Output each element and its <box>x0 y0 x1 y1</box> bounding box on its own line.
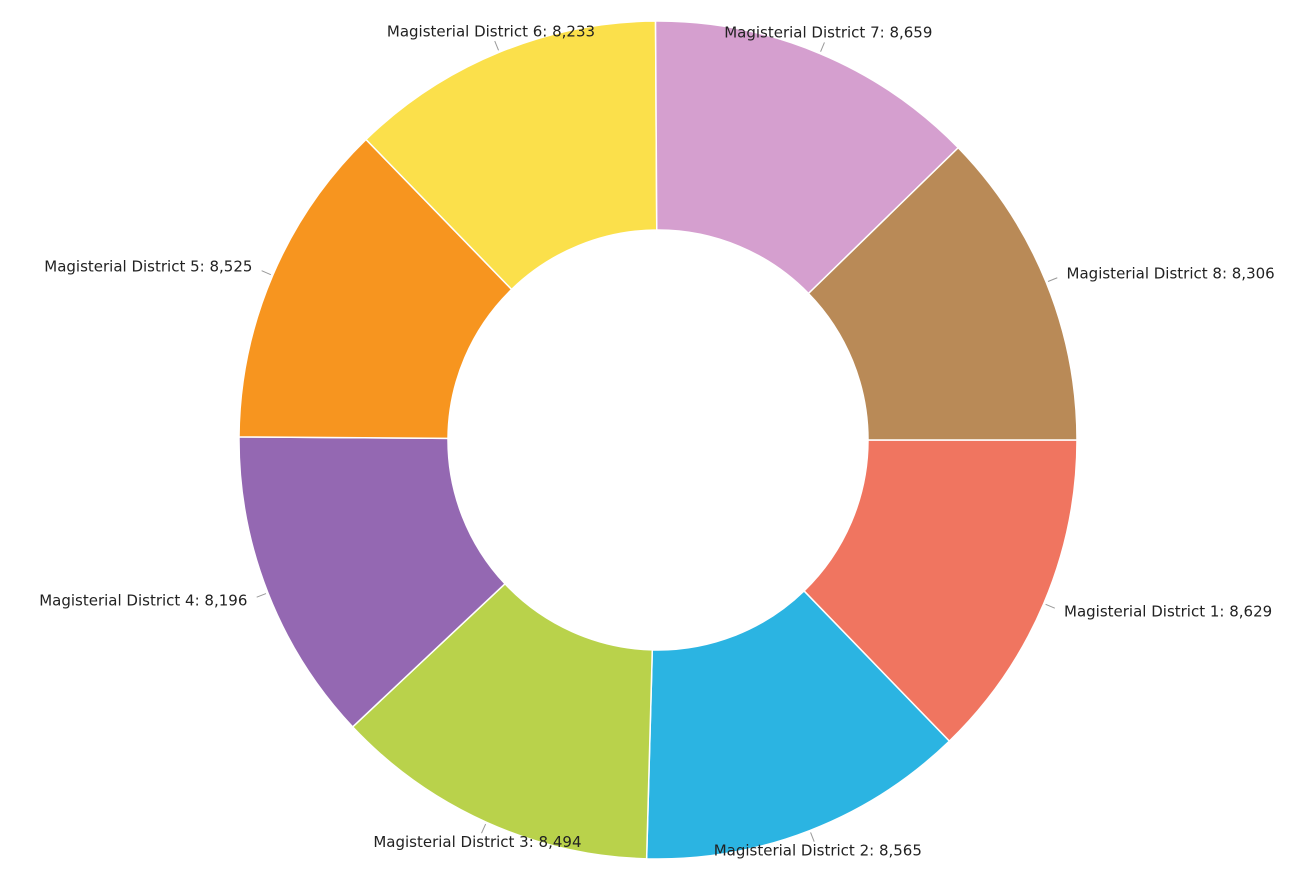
slice <box>238 138 513 440</box>
slice <box>364 20 658 291</box>
slice <box>802 439 1078 743</box>
leader-line <box>1045 603 1056 609</box>
data-label: Magisterial District 3: 8,494 <box>373 833 581 851</box>
data-label: Magisterial District 6: 8,233 <box>387 22 595 40</box>
data-label: Magisterial District 2: 8,565 <box>714 842 922 860</box>
leader-line <box>1047 277 1058 282</box>
slice <box>238 436 507 728</box>
leader-line <box>820 42 825 52</box>
leader-line <box>261 270 272 276</box>
data-label: Magisterial District 7: 8,659 <box>724 24 932 42</box>
slice <box>807 146 1078 441</box>
leader-line <box>810 832 815 842</box>
slice <box>645 589 951 860</box>
leader-line <box>481 823 487 834</box>
slice <box>654 20 960 295</box>
leader-line <box>256 593 267 598</box>
data-label: Magisterial District 5: 8,525 <box>44 257 252 275</box>
slice <box>351 582 654 860</box>
data-label: Magisterial District 8: 8,306 <box>1067 264 1275 282</box>
data-label: Magisterial District 4: 8,196 <box>39 591 247 609</box>
leader-line <box>494 40 500 51</box>
data-label: Magisterial District 1: 8,629 <box>1064 603 1272 621</box>
